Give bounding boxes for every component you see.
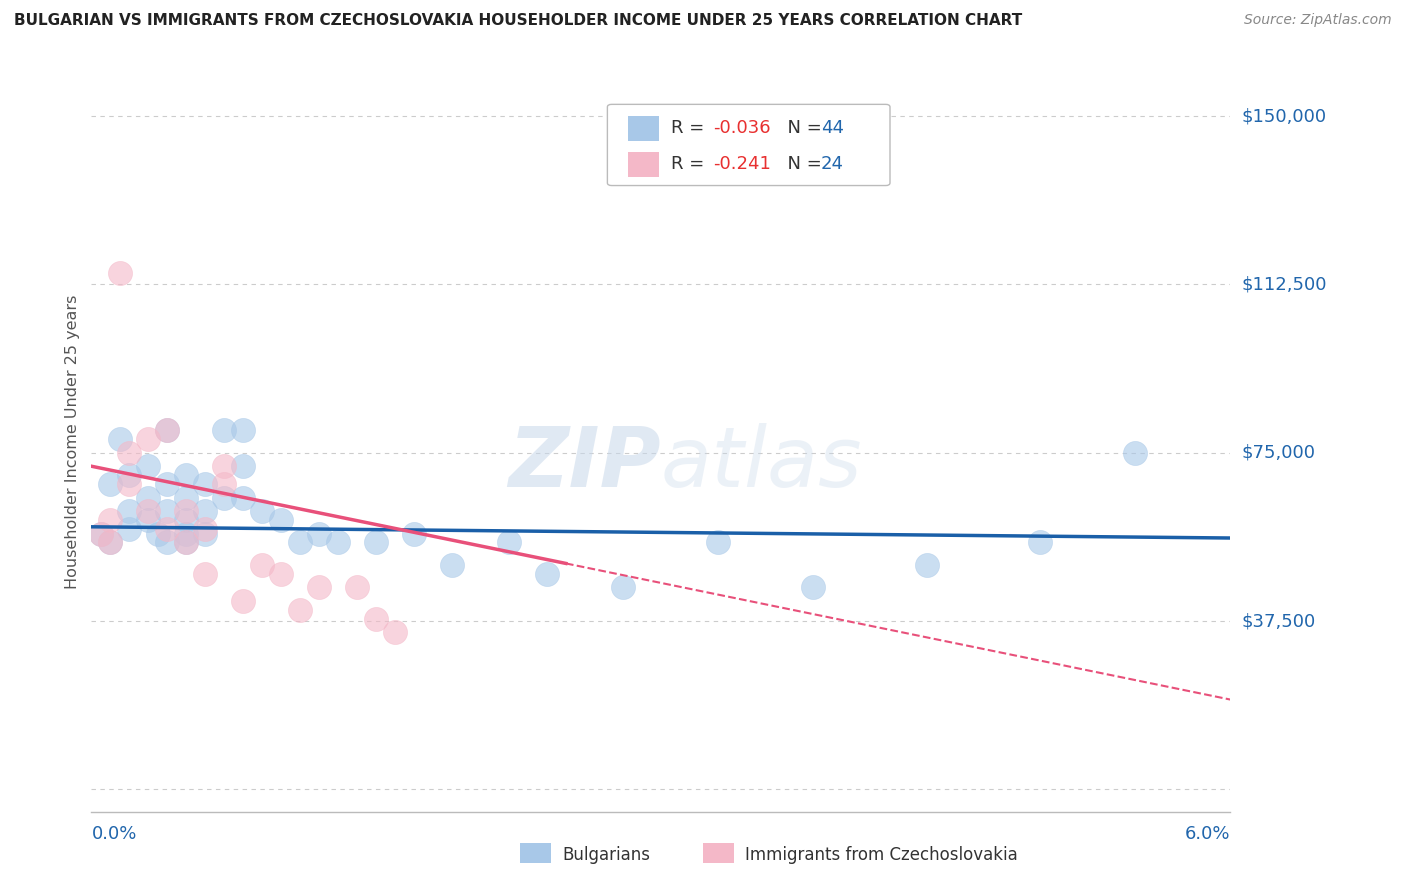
Text: $37,500: $37,500 xyxy=(1241,612,1316,630)
Text: 44: 44 xyxy=(821,120,844,137)
Point xyxy=(138,513,160,527)
Point xyxy=(1029,535,1052,549)
Point xyxy=(612,580,634,594)
Point xyxy=(214,423,236,437)
Text: Immigrants from Czechoslovakia: Immigrants from Czechoslovakia xyxy=(745,846,1018,863)
Point xyxy=(118,522,141,536)
Point xyxy=(194,526,217,541)
Point xyxy=(250,504,273,518)
Text: ZIP: ZIP xyxy=(508,423,661,504)
Point xyxy=(308,580,330,594)
Point xyxy=(290,535,312,549)
Point xyxy=(194,504,217,518)
Point xyxy=(108,432,131,446)
Point xyxy=(174,513,197,527)
Point xyxy=(214,491,236,505)
Point xyxy=(156,535,179,549)
Text: -0.241: -0.241 xyxy=(713,155,770,173)
Point xyxy=(156,522,179,536)
Text: -0.036: -0.036 xyxy=(713,120,770,137)
Point xyxy=(156,423,179,437)
Text: $150,000: $150,000 xyxy=(1241,107,1326,125)
Point xyxy=(270,566,292,581)
Point xyxy=(118,446,141,460)
Point xyxy=(108,266,131,280)
Point xyxy=(98,477,122,491)
Text: BULGARIAN VS IMMIGRANTS FROM CZECHOSLOVAKIA HOUSEHOLDER INCOME UNDER 25 YEARS CO: BULGARIAN VS IMMIGRANTS FROM CZECHOSLOVA… xyxy=(14,13,1022,29)
Point xyxy=(194,477,217,491)
Text: $112,500: $112,500 xyxy=(1241,276,1327,293)
Point xyxy=(118,468,141,483)
Point xyxy=(536,566,558,581)
Point xyxy=(156,504,179,518)
Text: 24: 24 xyxy=(821,155,844,173)
Point xyxy=(1125,446,1147,460)
Text: R =: R = xyxy=(671,120,710,137)
Point xyxy=(498,535,520,549)
Point xyxy=(707,535,730,549)
Point xyxy=(194,566,217,581)
Point xyxy=(290,603,312,617)
Point xyxy=(90,526,112,541)
Text: 0.0%: 0.0% xyxy=(91,825,136,843)
Point xyxy=(156,477,179,491)
Point xyxy=(194,522,217,536)
Point xyxy=(90,526,112,541)
Point xyxy=(174,491,197,505)
Point xyxy=(441,558,464,572)
Point xyxy=(232,594,254,608)
Text: Bulgarians: Bulgarians xyxy=(562,846,651,863)
Point xyxy=(308,526,330,541)
Point xyxy=(174,504,197,518)
Text: N =: N = xyxy=(776,155,828,173)
Point xyxy=(404,526,426,541)
Point xyxy=(346,580,368,594)
Point xyxy=(146,526,169,541)
Point xyxy=(174,526,197,541)
Text: atlas: atlas xyxy=(661,423,862,504)
Point xyxy=(118,477,141,491)
Point xyxy=(232,423,254,437)
Point xyxy=(214,477,236,491)
Point xyxy=(364,535,387,549)
Text: N =: N = xyxy=(776,120,828,137)
Point xyxy=(118,504,141,518)
Text: Source: ZipAtlas.com: Source: ZipAtlas.com xyxy=(1244,13,1392,28)
Point xyxy=(250,558,273,572)
Text: $75,000: $75,000 xyxy=(1241,443,1316,462)
Point xyxy=(98,513,122,527)
Point xyxy=(801,580,824,594)
Text: R =: R = xyxy=(671,155,710,173)
Y-axis label: Householder Income Under 25 years: Householder Income Under 25 years xyxy=(65,294,80,589)
Point xyxy=(232,491,254,505)
Point xyxy=(138,504,160,518)
Point xyxy=(915,558,938,572)
Point xyxy=(214,459,236,474)
Point xyxy=(156,423,179,437)
Text: 6.0%: 6.0% xyxy=(1185,825,1230,843)
Point xyxy=(138,491,160,505)
Point xyxy=(138,459,160,474)
Point xyxy=(364,612,387,626)
Point xyxy=(232,459,254,474)
Point xyxy=(384,625,406,640)
Point xyxy=(326,535,349,549)
Point xyxy=(98,535,122,549)
Point xyxy=(174,535,197,549)
Point xyxy=(174,535,197,549)
Point xyxy=(270,513,292,527)
Point xyxy=(138,432,160,446)
Point xyxy=(174,468,197,483)
Point xyxy=(98,535,122,549)
